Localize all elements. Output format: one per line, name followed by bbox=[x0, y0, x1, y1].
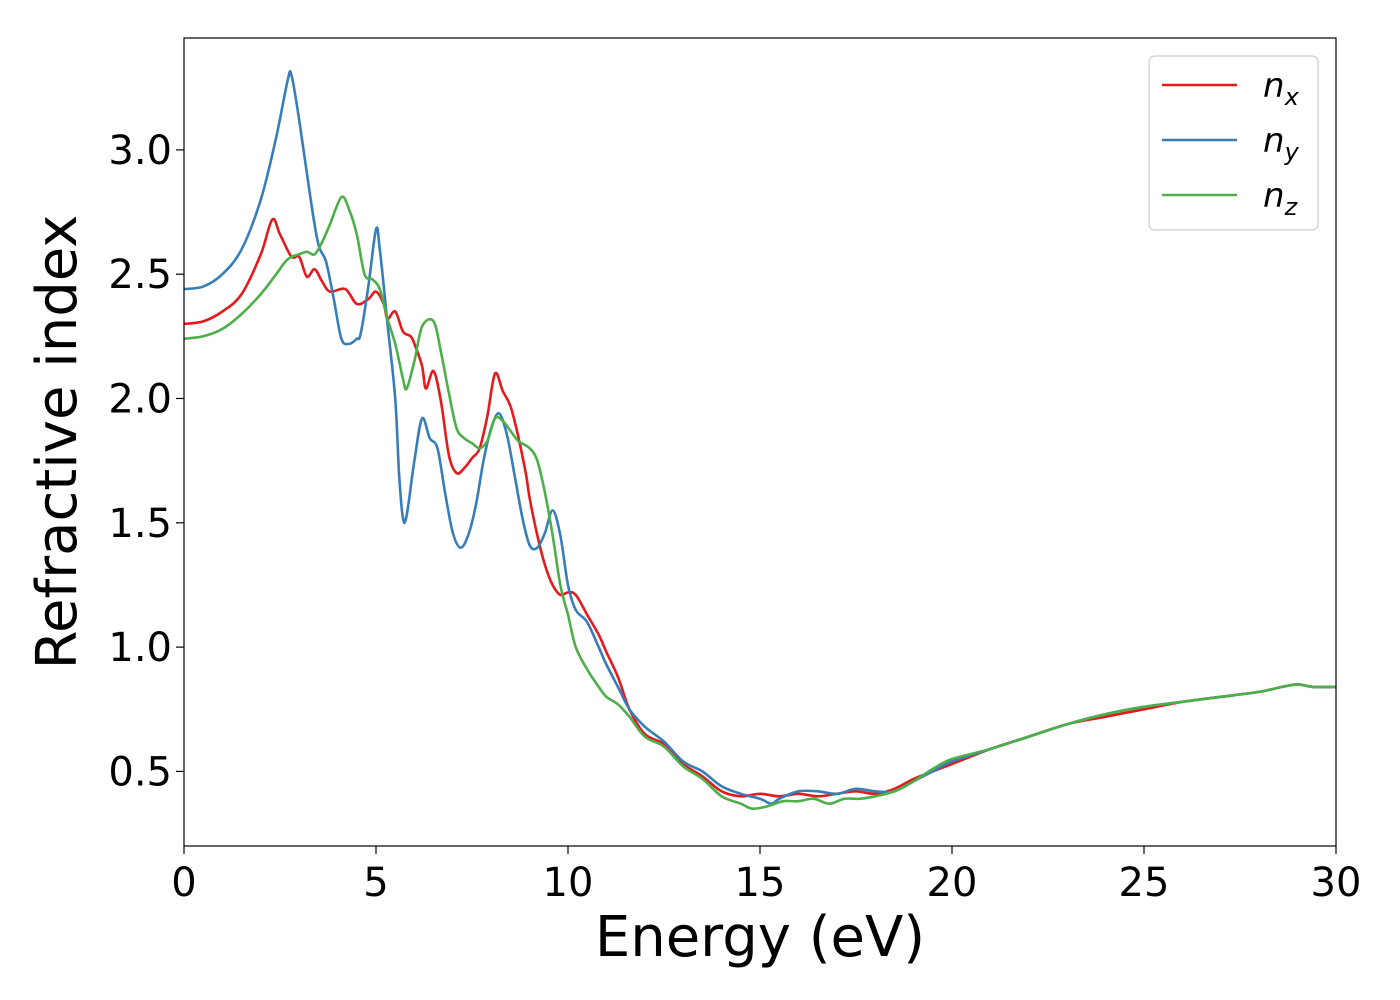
y-tick-label: 0.5 bbox=[108, 749, 172, 795]
legend-label-n_z: nz bbox=[1263, 176, 1299, 221]
x-axis-title: Energy (eV) bbox=[595, 905, 925, 970]
y-tick-label: 1.0 bbox=[108, 625, 172, 671]
y-tick-label: 2.0 bbox=[108, 376, 172, 422]
y-axis-ticks: 0.5 1.0 1.5 2.0 2.5 3.0 bbox=[108, 128, 184, 795]
legend-label-n_y: ny bbox=[1263, 121, 1300, 166]
x-tick-label: 0 bbox=[171, 860, 196, 906]
x-tick-label: 5 bbox=[363, 860, 388, 906]
legend: nx ny nz bbox=[1148, 55, 1319, 231]
y-axis-title: Refractive index bbox=[25, 215, 90, 670]
y-tick-label: 2.5 bbox=[108, 252, 172, 298]
series-layer bbox=[183, 69, 1337, 811]
x-tick-label: 25 bbox=[1119, 860, 1170, 906]
x-axis-ticks: 0 5 10 15 20 25 30 bbox=[171, 846, 1361, 906]
legend-box bbox=[1148, 55, 1319, 231]
y-tick-label: 3.0 bbox=[108, 128, 172, 174]
legend-label-n_x: nx bbox=[1263, 66, 1300, 111]
x-tick-label: 30 bbox=[1311, 860, 1362, 906]
x-tick-label: 20 bbox=[927, 860, 978, 906]
x-tick-label: 10 bbox=[543, 860, 594, 906]
x-tick-label: 15 bbox=[735, 860, 786, 906]
series-line-n_z bbox=[183, 195, 1337, 811]
y-tick-label: 1.5 bbox=[108, 501, 172, 547]
